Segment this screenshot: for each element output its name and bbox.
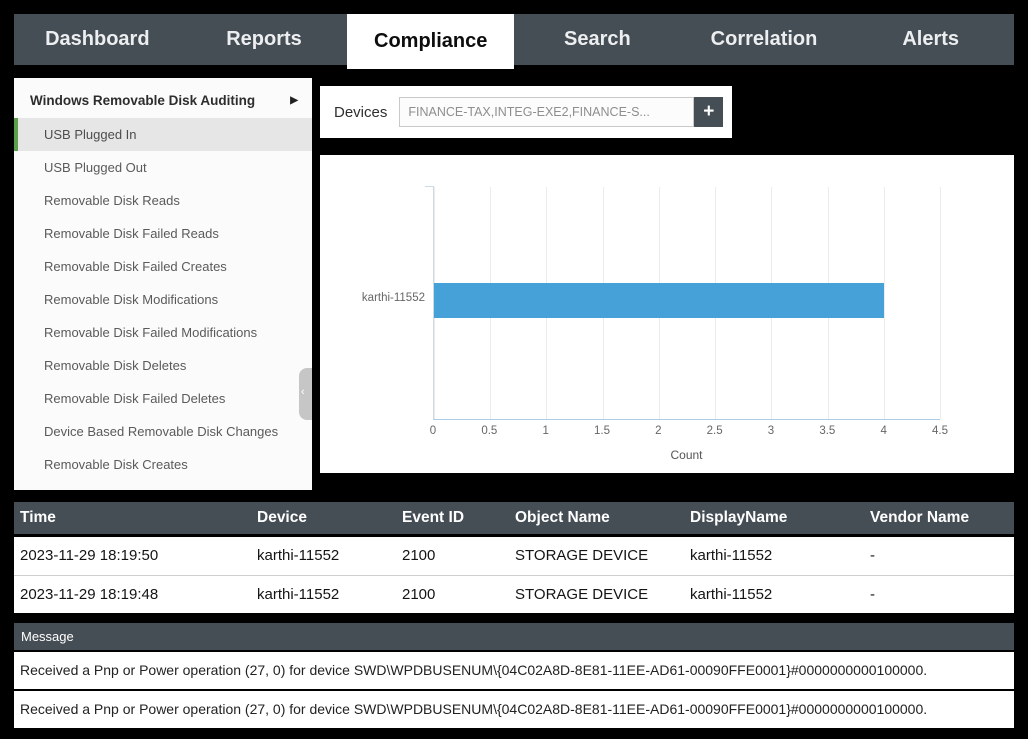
sidebar-item-removable-disk-failed-creates[interactable]: Removable Disk Failed Creates <box>44 259 227 274</box>
cell-object-name: STORAGE DEVICE <box>515 586 649 603</box>
x-tick-label: 4 <box>880 425 887 437</box>
cell-time: 2023-11-29 18:19:48 <box>20 586 159 603</box>
table-row[interactable]: 2023-11-29 18:19:48 karthi-11552 2100 ST… <box>14 575 1014 613</box>
add-device-button[interactable]: + <box>694 97 724 127</box>
x-tick-label: 3 <box>767 425 775 437</box>
column-header-time[interactable]: Time <box>20 509 56 526</box>
cell-device: karthi-11552 <box>257 586 340 603</box>
cell-displayname: karthi-11552 <box>690 547 773 564</box>
nav-tab-reports[interactable]: Reports <box>226 28 302 50</box>
sidebar-item-usb-plugged-out[interactable]: USB Plugged Out <box>44 160 147 175</box>
sidebar-group-title: Windows Removable Disk Auditing <box>30 93 256 108</box>
sidebar-item-device-based-removable-disk-changes[interactable]: Device Based Removable Disk Changes <box>44 424 279 439</box>
nav-tab-compliance[interactable]: Compliance <box>347 14 515 69</box>
x-tick-label: 0 <box>429 425 437 437</box>
sidebar-item-removable-disk-creates[interactable]: Removable Disk Creates <box>44 457 188 472</box>
cell-object-name: STORAGE DEVICE <box>515 547 649 564</box>
table-header-row: Time Device Event ID Object Name Display… <box>14 502 1014 534</box>
nav-tab-alerts[interactable]: Alerts <box>902 28 960 50</box>
x-axis-title: Count <box>670 448 703 462</box>
cell-event-id: 2100 <box>402 547 436 564</box>
column-header-event-id[interactable]: Event ID <box>402 509 465 526</box>
table-row[interactable]: 2023-11-29 18:19:50 karthi-11552 2100 ST… <box>14 537 1014 575</box>
message-row[interactable]: Received a Pnp or Power operation (27, 0… <box>14 652 1014 689</box>
nav-tab-correlation[interactable]: Correlation <box>710 28 818 50</box>
devices-filter-panel: Devices FINANCE-TAX,INTEG-EXE2,FINANCE-S… <box>320 86 732 138</box>
nav-tab-dashboard[interactable]: Dashboard <box>45 28 150 50</box>
sidebar-item-removable-disk-reads[interactable]: Removable Disk Reads <box>44 193 180 208</box>
usb-events-chart: karthi-11552 0 0.5 1 1.5 2 2.5 3 3.5 4 4.5 Count <box>320 155 1014 473</box>
nav-tab-search[interactable]: Search <box>563 28 631 50</box>
devices-label: Devices <box>334 103 388 121</box>
x-tick-label: 2.5 <box>706 425 723 437</box>
column-header-device[interactable]: Device <box>257 509 307 526</box>
x-tick-label: 4.5 <box>932 425 948 437</box>
message-row[interactable]: Received a Pnp or Power operation (27, 0… <box>14 691 1014 728</box>
bar-karthi-11552[interactable] <box>434 283 884 318</box>
y-category-label: karthi-11552 <box>361 292 425 304</box>
x-axis-ticks: 0 0.5 1 1.5 2 2.5 3 3.5 4 4.5 <box>429 425 948 441</box>
message-section: Message Received a Pnp or Power operatio… <box>14 623 1014 728</box>
column-header-vendor-name[interactable]: Vendor Name <box>870 509 970 526</box>
gridline <box>940 187 941 419</box>
sidebar-collapse-handle[interactable]: ‹ <box>299 368 312 420</box>
cell-displayname: karthi-11552 <box>690 586 773 603</box>
events-table: Time Device Event ID Object Name Display… <box>14 502 1014 613</box>
sidebar-item-removable-disk-failed-deletes[interactable]: Removable Disk Failed Deletes <box>44 391 226 406</box>
cell-time: 2023-11-29 18:19:50 <box>20 547 159 564</box>
cell-vendor-name: - <box>870 547 875 564</box>
chart-plot-area <box>425 186 941 420</box>
x-tick-label: 3.5 <box>819 425 836 437</box>
sidebar-item-usb-plugged-in[interactable]: USB Plugged In <box>14 118 312 151</box>
column-header-displayname[interactable]: DisplayName <box>690 509 788 526</box>
top-navigation: Dashboard Reports Compliance Search Corr… <box>14 14 1014 69</box>
cell-device: karthi-11552 <box>257 547 340 564</box>
chevron-left-icon: ‹ <box>301 386 305 398</box>
sidebar-group-header[interactable]: Windows Removable Disk Auditing ▶ <box>14 78 312 118</box>
cell-event-id: 2100 <box>402 586 436 603</box>
sidebar-item-removable-disk-failed-modifications[interactable]: Removable Disk Failed Modifications <box>44 325 258 340</box>
devices-input[interactable]: FINANCE-TAX,INTEG-EXE2,FINANCE-S... <box>399 97 695 127</box>
gridline <box>883 187 885 419</box>
x-tick-label: 1.5 <box>594 425 610 437</box>
x-tick-label: 2 <box>655 425 662 437</box>
report-sidebar: Windows Removable Disk Auditing ▶ USB Pl… <box>14 78 312 490</box>
sidebar-item-removable-disk-modifications[interactable]: Removable Disk Modifications <box>44 292 219 307</box>
x-tick-label: 0.5 <box>481 425 498 437</box>
sidebar-item-removable-disk-deletes[interactable]: Removable Disk Deletes <box>44 358 187 373</box>
chevron-right-icon: ▶ <box>290 95 298 106</box>
cell-vendor-name: - <box>870 586 875 603</box>
message-section-header: Message <box>14 623 1014 650</box>
column-header-object-name[interactable]: Object Name <box>515 509 610 526</box>
x-tick-label: 1 <box>542 425 549 437</box>
sidebar-item-removable-disk-failed-reads[interactable]: Removable Disk Failed Reads <box>44 226 219 241</box>
